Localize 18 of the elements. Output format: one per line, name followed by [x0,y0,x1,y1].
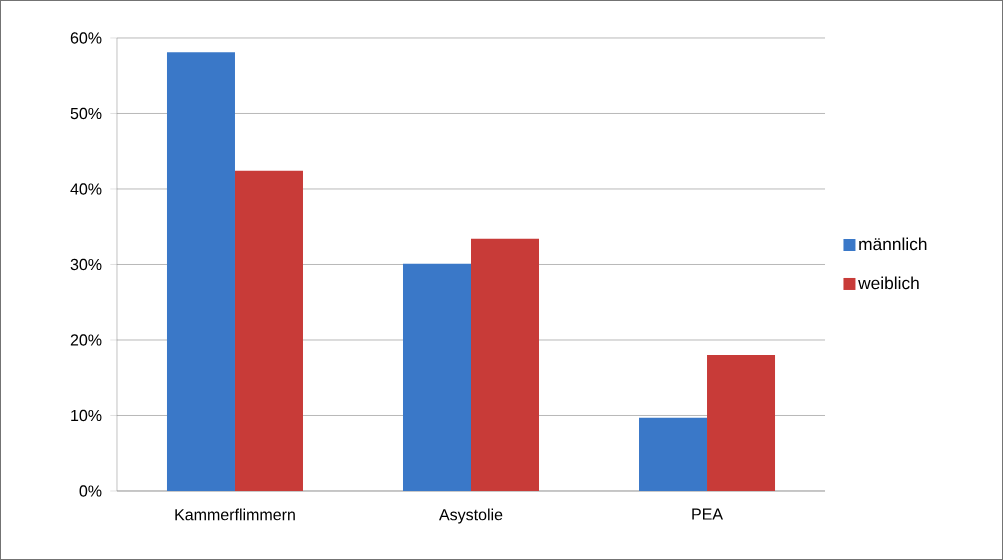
y-tick-label: 20% [70,334,102,346]
y-tick-label: 50% [70,107,102,120]
bar [234,170,303,492]
x-tick-label: Kammerflimmern [175,508,295,521]
bar [707,355,776,492]
x-tick-label: PEA [692,508,723,520]
y-tick-label: 60% [70,32,102,44]
y-tick-label: 0% [79,485,102,497]
y-tick-label: 40% [70,183,102,195]
x-tick-label: Asystolie [439,508,503,524]
y-tick-label: 10% [71,409,102,422]
bar [166,52,235,492]
legend-label: männlich [859,237,927,251]
legend-label: weiblich [858,276,919,290]
y-tick-label: 30% [70,258,102,271]
bar [471,238,540,492]
bar [403,263,471,492]
bar [639,417,708,492]
